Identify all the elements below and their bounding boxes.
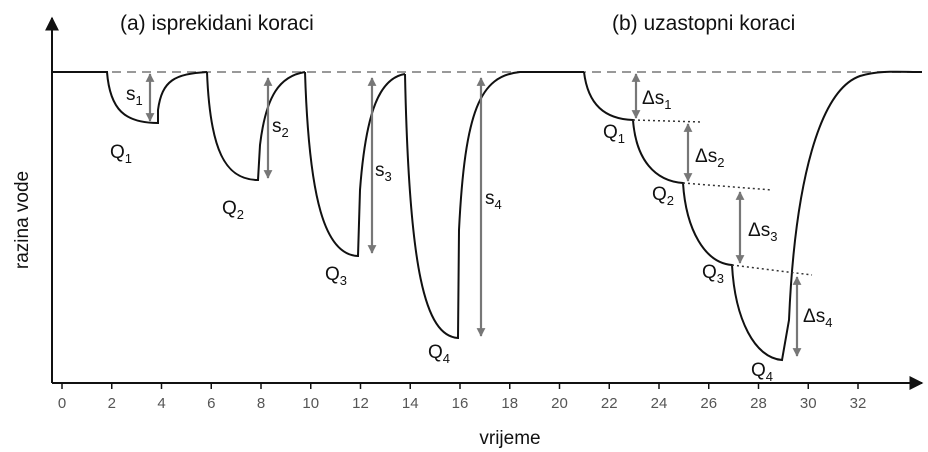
ds-label-base: Δs — [695, 146, 717, 167]
x-tick-label: 18 — [501, 395, 518, 412]
ds-label: Δs2 — [695, 146, 724, 170]
x-tick-label: 26 — [700, 395, 717, 412]
x-tick-label: 6 — [207, 395, 215, 412]
ds-label-sub: 3 — [770, 229, 777, 244]
q-label-sub: 3 — [340, 273, 347, 288]
s-label-sub: 1 — [136, 93, 143, 108]
curve-b — [583, 70, 923, 362]
ds-label-sub: 2 — [717, 155, 724, 170]
curve-a4 — [404, 71, 584, 340]
s-label-sub: 2 — [282, 125, 289, 140]
q-label: Q1 — [110, 142, 132, 166]
s-label-base: s — [485, 188, 495, 209]
q-label-base: Q — [222, 198, 237, 219]
q-label: Q2 — [652, 184, 674, 208]
s-label: s2 — [272, 116, 289, 140]
curves — [52, 70, 923, 362]
x-tick-label: 22 — [601, 395, 618, 412]
ds-label-sub: 4 — [825, 315, 832, 330]
q-label-sub: 2 — [237, 207, 244, 222]
q-label-sub: 2 — [667, 193, 674, 208]
ds-label-base: Δs — [642, 88, 664, 109]
ds-label-base: Δs — [803, 306, 825, 327]
curve-a3 — [304, 71, 406, 258]
q-label-base: Q — [603, 122, 618, 143]
q-label-base: Q — [325, 264, 340, 285]
x-tick-label: 8 — [257, 395, 265, 412]
x-tick-label: 4 — [157, 395, 165, 412]
dotted-guides — [632, 119, 813, 276]
x-axis-title: vrijeme — [479, 428, 540, 449]
s-label-base: s — [272, 116, 282, 137]
s-label-base: s — [375, 160, 385, 181]
q-label-base: Q — [428, 342, 443, 363]
x-tick-label: 2 — [108, 395, 116, 412]
ds-label: Δs3 — [748, 220, 777, 244]
q-label-sub: 4 — [443, 351, 450, 366]
q-label-sub: 3 — [717, 271, 724, 286]
x-tick-label: 10 — [302, 395, 319, 412]
ds-label-sub: 1 — [664, 97, 671, 112]
ds-label: Δs4 — [803, 306, 832, 330]
q-label-sub: 1 — [125, 151, 132, 166]
s-label: s1 — [126, 84, 143, 108]
curve-a1 — [52, 71, 208, 125]
y-axis-title: razina vode — [12, 171, 33, 269]
q-label-base: Q — [110, 142, 125, 163]
arrows — [145, 73, 802, 357]
q-label: Q1 — [603, 122, 625, 146]
title-a: (a) isprekidani koraci — [120, 12, 314, 35]
s-label-base: s — [126, 84, 136, 105]
s-label-sub: 3 — [385, 169, 392, 184]
x-tick-label: 20 — [551, 395, 568, 412]
q-label: Q4 — [428, 342, 450, 366]
q-label: Q3 — [325, 264, 347, 288]
x-tick-label: 12 — [352, 395, 369, 412]
x-tick-label: 30 — [800, 395, 817, 412]
x-tick-label: 0 — [58, 395, 66, 412]
q-label: Q3 — [702, 262, 724, 286]
title-b: (b) uzastopni koraci — [612, 12, 795, 35]
x-tick-label: 28 — [750, 395, 767, 412]
x-tick-label: 32 — [850, 395, 867, 412]
q-label-sub: 1 — [618, 131, 625, 146]
q-label-base: Q — [751, 360, 766, 381]
q-label-base: Q — [652, 184, 667, 205]
ds-label-base: Δs — [748, 220, 770, 241]
s-label-sub: 4 — [495, 197, 502, 212]
x-tick-label: 14 — [402, 395, 419, 412]
q-label: Q2 — [222, 198, 244, 222]
ds-label: Δs1 — [642, 88, 671, 112]
q-label-base: Q — [702, 262, 717, 283]
x-tick-label: 16 — [452, 395, 469, 412]
s-label: s4 — [485, 188, 502, 212]
x-tick-label: 24 — [651, 395, 668, 412]
q-label: Q4 — [751, 360, 773, 384]
s-label: s3 — [375, 160, 392, 184]
q-label-sub: 4 — [766, 369, 773, 384]
curve-a2 — [206, 71, 306, 182]
